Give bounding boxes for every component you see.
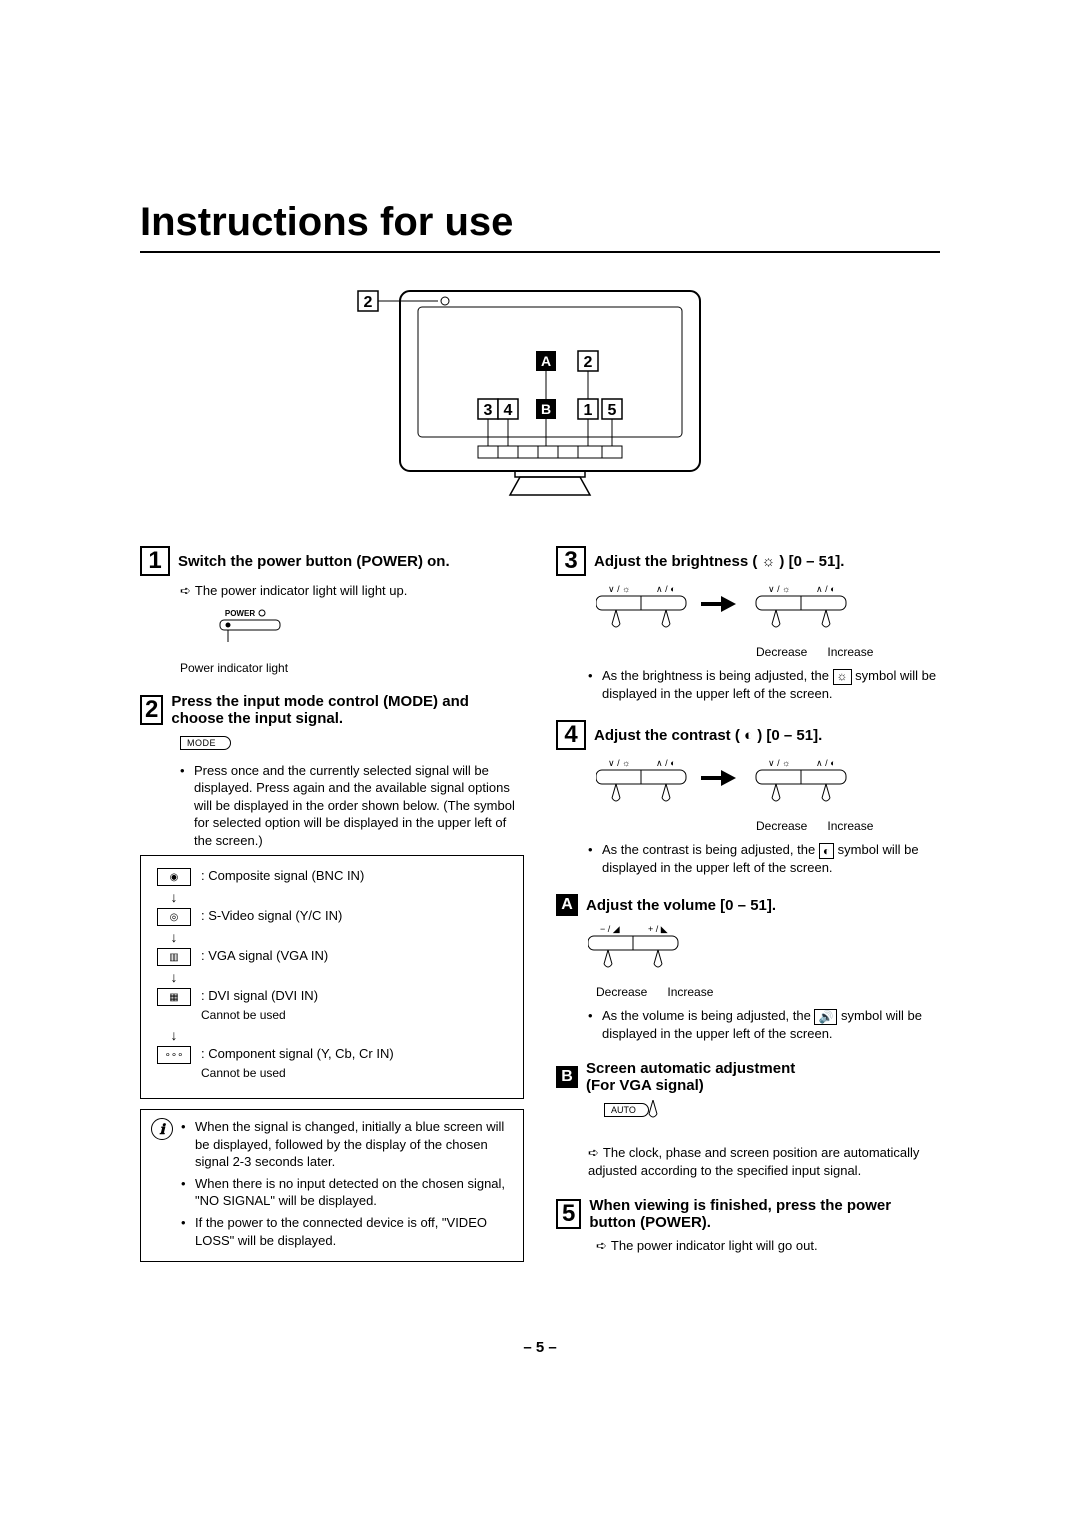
step3-increase: Increase <box>827 645 873 659</box>
step2-number: 2 <box>140 695 163 725</box>
step3-title: Adjust the brightness ( ☼ ) [0 – 51]. <box>594 553 844 570</box>
dvi-icon: ▦ <box>157 988 191 1006</box>
signal-composite: : Composite signal (BNC IN) <box>201 868 364 883</box>
power-indicator-caption: Power indicator light <box>180 661 524 675</box>
diagram-label-4: 4 <box>504 402 513 419</box>
volume-switches: − / ◢ + / ◣ Decrease Increase <box>588 922 940 999</box>
stepA-note: As the volume is being adjusted, the 🔊 s… <box>602 1007 940 1042</box>
step4-note: As the contrast is being adjusted, the ◐… <box>602 841 940 876</box>
step1-number: 1 <box>140 546 170 576</box>
svg-text:∨ / ☼: ∨ / ☼ <box>768 758 790 768</box>
contrast-inline-icon: ◐ <box>819 843 834 859</box>
power-indicator-graphic: POWER Power indicator light <box>180 606 524 675</box>
step1-text: The power indicator light will light up. <box>180 582 524 600</box>
diagram-label-2-top: 2 <box>364 294 373 311</box>
stepA-title: Adjust the volume [0 – 51]. <box>586 897 776 914</box>
step4-increase: Increase <box>827 819 873 833</box>
tip-box: ℹ •When the signal is changed, initially… <box>140 1109 524 1262</box>
left-column: 1 Switch the power button (POWER) on. Th… <box>140 546 524 1262</box>
stepA-decrease: Decrease <box>596 985 647 999</box>
auto-button-graphic: AUTO <box>604 1103 649 1117</box>
step3-number: 3 <box>556 546 586 576</box>
stepB-note: The clock, phase and screen position are… <box>588 1144 940 1179</box>
stepA-letter: A <box>556 894 578 916</box>
step3-note: As the brightness is being adjusted, the… <box>602 667 940 702</box>
svg-text:− / ◢: − / ◢ <box>600 924 620 934</box>
step5-number: 5 <box>556 1199 581 1229</box>
diagram-label-A: A <box>541 353 551 369</box>
svg-text:∧ / ◐: ∧ / ◐ <box>816 584 836 594</box>
diagram-label-5: 5 <box>608 402 617 419</box>
vga-icon: ▥ <box>157 948 191 966</box>
signal-vga: : VGA signal (VGA IN) <box>201 948 328 963</box>
page-number: – 5 – <box>0 1339 1080 1356</box>
stepA-increase: Increase <box>667 985 713 999</box>
signal-component: : Component signal (Y, Cb, Cr IN) <box>201 1046 394 1061</box>
step3-decrease: Decrease <box>756 645 807 659</box>
step4-title: Adjust the contrast ( ◐ ) [0 – 51]. <box>594 727 822 744</box>
page-title: Instructions for use <box>140 200 940 253</box>
tip3: If the power to the connected device is … <box>195 1214 513 1249</box>
signal-flow-box: ◉: Composite signal (BNC IN) ↓ ◎: S-Vide… <box>140 855 524 1099</box>
brightness-switches: ∨ / ☼ ∧ / ◐ ∨ / ☼ ∧ / ◐ <box>596 582 940 659</box>
brightness-inline-icon: ☼ <box>833 669 852 685</box>
diagram-label-B: B <box>541 401 551 417</box>
svg-text:∧ / ◐: ∧ / ◐ <box>656 584 676 594</box>
tip2: When there is no input detected on the c… <box>195 1175 513 1210</box>
tip-icon: ℹ <box>151 1118 173 1140</box>
stepB-letter: B <box>556 1066 578 1088</box>
svg-text:∨ / ☼: ∨ / ☼ <box>608 758 630 768</box>
step4-decrease: Decrease <box>756 819 807 833</box>
stepB-title: Screen automatic adjustment (For VGA sig… <box>586 1060 795 1094</box>
step1-title: Switch the power button (POWER) on. <box>178 553 450 570</box>
diagram-label-2-mid: 2 <box>584 354 593 371</box>
diagram-label-1: 1 <box>584 402 593 419</box>
svg-text:∨ / ☼: ∨ / ☼ <box>768 584 790 594</box>
svg-text:POWER: POWER <box>225 609 255 618</box>
step5-text: The power indicator light will go out. <box>596 1237 940 1255</box>
svg-text:∧ / ◐: ∧ / ◐ <box>816 758 836 768</box>
svg-text:∨ / ☼: ∨ / ☼ <box>608 584 630 594</box>
monitor-diagram: 2 A 2 3 4 B 1 5 <box>140 281 940 516</box>
step4-number: 4 <box>556 720 586 750</box>
step2-title: Press the input mode control (MODE) and … <box>171 693 524 727</box>
composite-icon: ◉ <box>157 868 191 886</box>
component-icon: ∘∘∘ <box>157 1046 191 1064</box>
svg-text:+ / ◣: + / ◣ <box>648 924 668 934</box>
signal-dvi-sub: Cannot be used <box>201 1008 507 1022</box>
contrast-switches: ∨ / ☼ ∧ / ◐ ∨ / ☼ ∧ / ◐ <box>596 756 940 833</box>
signal-dvi: : DVI signal (DVI IN) <box>201 988 318 1003</box>
signal-svideo: : S-Video signal (Y/C IN) <box>201 908 342 923</box>
step2-note: Press once and the currently selected si… <box>194 762 524 850</box>
svg-text:∧ / ◐: ∧ / ◐ <box>656 758 676 768</box>
right-column: 3 Adjust the brightness ( ☼ ) [0 – 51]. … <box>556 546 940 1262</box>
step5-title: When viewing is finished, press the powe… <box>589 1197 940 1231</box>
svideo-icon: ◎ <box>157 908 191 926</box>
volume-inline-icon: 🔊 <box>814 1009 837 1025</box>
diagram-label-3: 3 <box>484 402 493 419</box>
tip1: When the signal is changed, initially a … <box>195 1118 513 1171</box>
signal-component-sub: Cannot be used <box>201 1066 507 1080</box>
mode-button-graphic: MODE <box>180 736 231 750</box>
